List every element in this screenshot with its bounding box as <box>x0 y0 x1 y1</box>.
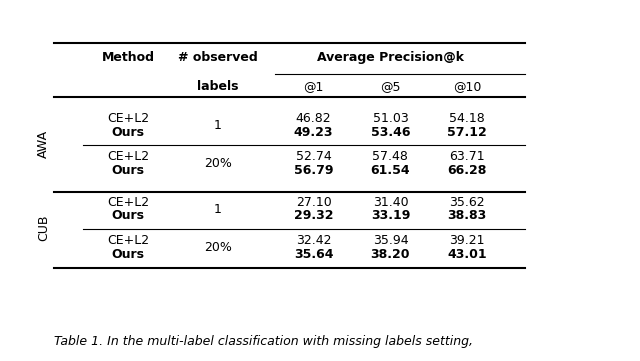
Text: Ours: Ours <box>111 248 145 261</box>
Text: Average Precision@k: Average Precision@k <box>317 51 464 64</box>
Text: CE+L2: CE+L2 <box>107 234 149 247</box>
Text: 1: 1 <box>214 203 221 216</box>
Text: 56.79: 56.79 <box>294 164 333 177</box>
Text: 63.71: 63.71 <box>449 150 485 163</box>
Text: 43.01: 43.01 <box>447 248 487 261</box>
Text: 54.18: 54.18 <box>449 112 485 125</box>
Text: 51.03: 51.03 <box>372 112 408 125</box>
Text: 66.28: 66.28 <box>447 164 487 177</box>
Text: 35.94: 35.94 <box>372 234 408 247</box>
Text: CE+L2: CE+L2 <box>107 196 149 209</box>
Text: # observed: # observed <box>178 51 257 64</box>
Text: 39.21: 39.21 <box>449 234 485 247</box>
Text: 49.23: 49.23 <box>294 126 333 139</box>
Text: 38.83: 38.83 <box>447 209 487 222</box>
Text: CE+L2: CE+L2 <box>107 112 149 125</box>
Text: 61.54: 61.54 <box>371 164 410 177</box>
Text: AWA: AWA <box>37 130 50 158</box>
Text: Ours: Ours <box>111 126 145 139</box>
Text: Ours: Ours <box>111 164 145 177</box>
Text: 57.48: 57.48 <box>372 150 408 163</box>
Text: 38.20: 38.20 <box>371 248 410 261</box>
Text: @10: @10 <box>453 80 481 93</box>
Text: @1: @1 <box>303 80 324 93</box>
Text: 35.64: 35.64 <box>294 248 333 261</box>
Text: 20%: 20% <box>204 241 232 254</box>
Text: 57.12: 57.12 <box>447 126 487 139</box>
Text: 32.42: 32.42 <box>296 234 332 247</box>
Text: labels: labels <box>197 80 238 93</box>
Text: 33.19: 33.19 <box>371 209 410 222</box>
Text: @5: @5 <box>380 80 401 93</box>
Text: 52.74: 52.74 <box>296 150 332 163</box>
Text: Table 1. In the multi-label classification with missing labels setting,: Table 1. In the multi-label classificati… <box>54 335 474 348</box>
Text: 1: 1 <box>214 119 221 132</box>
Text: 31.40: 31.40 <box>372 196 408 209</box>
Text: 35.62: 35.62 <box>449 196 485 209</box>
Text: Ours: Ours <box>111 209 145 222</box>
Text: 27.10: 27.10 <box>296 196 332 209</box>
Text: 29.32: 29.32 <box>294 209 333 222</box>
Text: CUB: CUB <box>37 215 50 242</box>
Text: 53.46: 53.46 <box>371 126 410 139</box>
Text: 46.82: 46.82 <box>296 112 332 125</box>
Text: Method: Method <box>102 51 154 64</box>
Text: CE+L2: CE+L2 <box>107 150 149 163</box>
Text: 20%: 20% <box>204 157 232 170</box>
